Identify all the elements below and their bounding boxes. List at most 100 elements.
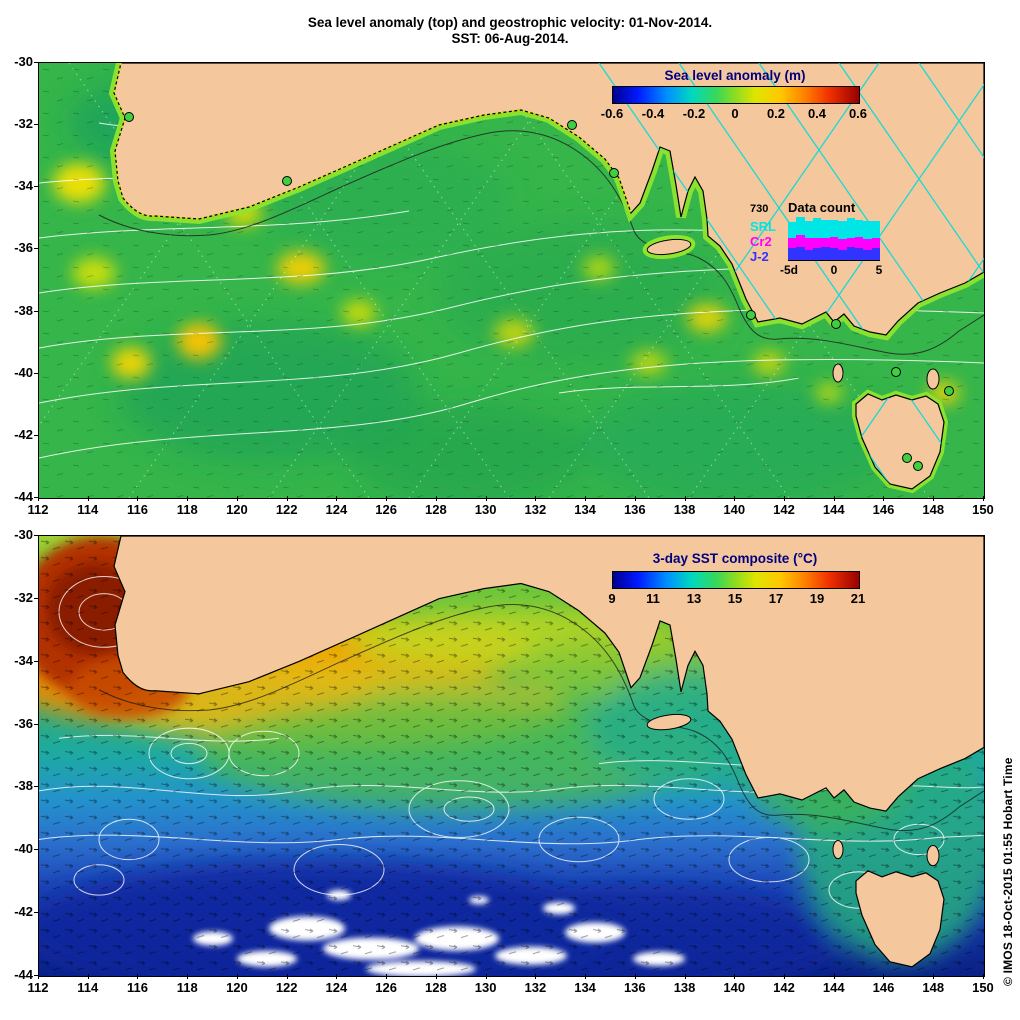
data-count-max-label: 730 (750, 203, 769, 215)
sla-map-panel (38, 62, 985, 499)
sst-latitude-axis: -30 -32 -34 -36 -38 -40 -42 -44 (3, 528, 38, 982)
longitude-tick-label: 144 (820, 974, 848, 995)
longitude-tick-label: 134 (571, 974, 599, 995)
longitude-tick-label: 122 (273, 974, 301, 995)
data-count-bar (854, 219, 864, 260)
colorbar-tick-label: -0.4 (641, 106, 665, 121)
longitude-tick-label: 136 (621, 974, 649, 995)
longitude-tick-label: 116 (123, 974, 151, 995)
land-kangaroo-island (646, 238, 692, 256)
longitude-tick-label: 148 (919, 496, 947, 517)
longitude-tick-label: 114 (74, 974, 102, 995)
longitude-tick-label: 126 (372, 496, 400, 517)
colorbar-tick-label: 17 (768, 591, 784, 606)
colorbar-tick-label: -0.2 (682, 106, 706, 121)
coastal-dotted-line (113, 63, 632, 220)
latitude-tick-label: -38 (3, 303, 38, 318)
land-mainland-sst (113, 536, 984, 812)
land-flinders-island (926, 368, 940, 390)
longitude-tick-label: 118 (173, 974, 201, 995)
longitude-tick-label: 132 (521, 974, 549, 995)
colorbar-tick-label: -0.6 (600, 106, 624, 121)
sst-longitude-axis: 112 114 116 118 120 122 124 126 128 130 132 134 136 1… (24, 974, 997, 995)
colorbar-tick-label: 11 (646, 591, 660, 606)
longitude-tick-label: 150 (969, 974, 997, 995)
longitude-tick-label: 116 (123, 496, 151, 517)
latitude-tick-label: -40 (3, 365, 38, 380)
data-count-bar (829, 219, 839, 260)
longitude-tick-label: 148 (919, 974, 947, 995)
longitude-tick-label: 140 (720, 496, 748, 517)
land-king-island (832, 363, 844, 383)
latitude-tick-label: -30 (3, 528, 38, 542)
legend-label-j2: J-2 (750, 249, 769, 264)
longitude-tick-label: 112 (24, 496, 52, 517)
data-count-bar (871, 221, 880, 260)
longitude-tick-label: 150 (969, 496, 997, 517)
data-count-x-tick-label: -5d (780, 263, 798, 277)
longitude-tick-label: 132 (521, 496, 549, 517)
latitude-tick-label: -36 (3, 241, 38, 255)
data-count-bars (788, 214, 880, 261)
colorbar-tick-label: 0.6 (848, 106, 868, 121)
data-count-bar (821, 219, 830, 260)
longitude-tick-label: 120 (223, 496, 251, 517)
coastal-station-markers (124, 112, 954, 471)
sla-colorbar-title: Sea level anomaly (m) (664, 68, 806, 83)
data-count-bar (796, 217, 805, 260)
sla-map (39, 63, 984, 498)
data-count-x-tick-label: 5 (875, 263, 883, 277)
shelf-edge-contour-sst (98, 604, 984, 832)
longitude-tick-label: 138 (671, 974, 699, 995)
sla-colorbar-gradient (612, 86, 860, 104)
shelf-edge-contour (98, 130, 984, 355)
longitude-tick-label: 118 (173, 496, 201, 517)
longitude-tick-label: 142 (770, 974, 798, 995)
longitude-tick-label: 126 (372, 974, 400, 995)
land-tasmania-sst (855, 870, 945, 968)
land-australia (113, 63, 984, 490)
sla-latitude-axis: -30 -32 -34 -36 -38 -40 -42 -44 (3, 55, 38, 504)
longitude-tick-label: 134 (571, 496, 599, 517)
longitude-tick-label: 146 (869, 974, 897, 995)
data-count-x-tick-label: 0 (830, 263, 838, 277)
longitude-tick-label: 122 (273, 496, 301, 517)
latitude-tick-label: -44 (3, 489, 38, 504)
sst-map (39, 536, 984, 976)
longitude-tick-label: 128 (422, 496, 450, 517)
latitude-tick-label: -42 (3, 905, 38, 919)
sla-longitude-axis: 112 114 116 118 120 122 124 126 128 130 132 134 136 1… (24, 496, 997, 517)
longitude-tick-label: 124 (322, 974, 350, 995)
longitude-tick-label: 112 (24, 974, 52, 995)
figure-title: Sea level anomaly (top) and geostrophic … (0, 15, 1020, 47)
data-count-bar (788, 222, 797, 260)
data-count-bar (804, 221, 814, 260)
latitude-tick-label: -44 (3, 967, 38, 982)
longitude-tick-label: 144 (820, 496, 848, 517)
land-king-island-sst (832, 839, 844, 860)
figure-title-line1: Sea level anomaly (top) and geostrophic … (307, 15, 713, 30)
colorbar-tick-label: 19 (809, 591, 825, 606)
latitude-tick-label: -30 (3, 55, 38, 69)
colorbar-tick-label: 15 (727, 591, 743, 606)
latitude-tick-label: -32 (3, 117, 38, 131)
sst-colorbar-gradient (612, 571, 860, 589)
colorbar-tick-label: 0 (731, 106, 739, 121)
colorbar-tick-label: 13 (686, 591, 702, 606)
legend-label-srl: SRL (750, 219, 776, 234)
latitude-tick-label: -34 (3, 653, 38, 668)
data-count-bar (838, 221, 847, 260)
land-flinders-island-sst (926, 845, 940, 867)
latitude-tick-label: -42 (3, 427, 38, 442)
data-count-bar (813, 218, 822, 260)
latitude-tick-label: -34 (3, 179, 38, 193)
longitude-tick-label: 140 (720, 974, 748, 995)
latitude-tick-label: -40 (3, 842, 38, 856)
data-count-bar (863, 221, 872, 260)
legend-label-cr2: Cr2 (750, 234, 772, 249)
longitude-tick-label: 114 (74, 496, 102, 517)
colorbar-tick-label: 21 (850, 591, 866, 606)
figure-title-line2: SST: 06-Aug-2014. (451, 31, 569, 46)
latitude-tick-label: -36 (3, 716, 38, 731)
data-count-title: Data count (788, 200, 856, 215)
